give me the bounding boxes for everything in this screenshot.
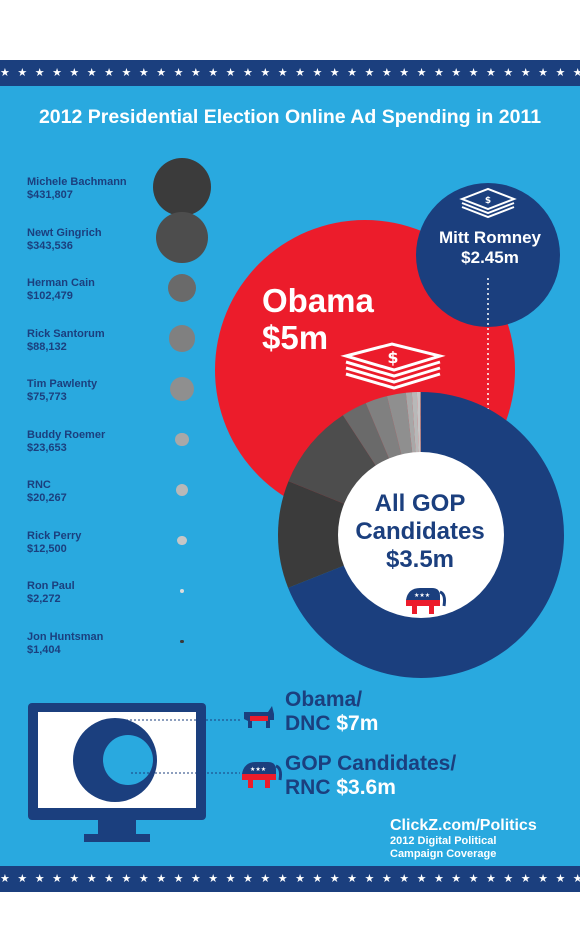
credit-line1: 2012 Digital Political <box>390 835 497 847</box>
candidate-amount: $88,132 <box>27 340 67 353</box>
stars-row: ★ ★ ★ ★ ★ ★ ★ ★ ★ ★ ★ ★ ★ ★ ★ ★ ★ ★ ★ ★ … <box>0 66 580 79</box>
monitor-icon <box>28 703 240 842</box>
elephant-icon: ★★★ <box>242 762 282 788</box>
stars-band-bottom: ★ ★ ★ ★ ★ ★ ★ ★ ★ ★ ★ ★ ★ ★ ★ ★ ★ ★ ★ ★ … <box>0 866 580 892</box>
candidate-name: Ron Paul <box>27 580 75 592</box>
candidate-bubble <box>168 325 196 352</box>
candidate-amount: $20,267 <box>27 492 67 504</box>
elephant-icon: ★★★ <box>406 588 446 614</box>
gop-rnc-total: GOP Candidates/ RNC $3.6m <box>285 752 456 800</box>
obama-dnc-line1: Obama/ <box>285 688 363 711</box>
gop-label: All GOP Candidates $3.5m <box>345 490 495 574</box>
candidate-amount: $12,500 <box>27 542 67 555</box>
credit-site: ClickZ.com/Politics <box>390 817 537 834</box>
spending-graphic: $ $ ★★★ <box>28 183 565 842</box>
money-stack-icon: $ <box>340 342 446 390</box>
gop-rnc-line1: GOP Candidates/ <box>285 752 457 775</box>
candidate-row: Jon Huntsman $1,404 <box>27 631 103 657</box>
donkey-icon <box>244 706 274 728</box>
gop-amount: $3.5m <box>385 546 455 573</box>
obama-dnc-amount: $7m <box>336 712 379 735</box>
candidate-bubble <box>179 588 185 594</box>
candidate-bubble <box>156 211 208 264</box>
obama-dnc-line2: DNC <box>285 712 331 735</box>
gop-donut-slice <box>420 392 421 535</box>
stars-row: ★ ★ ★ ★ ★ ★ ★ ★ ★ ★ ★ ★ ★ ★ ★ ★ ★ ★ ★ ★ … <box>0 872 580 885</box>
obama-amount: $5m <box>262 319 329 356</box>
candidate-bubble <box>175 483 189 497</box>
svg-text:$: $ <box>485 196 491 206</box>
candidate-name: RNC <box>27 479 51 491</box>
gop-inner-circle <box>338 452 504 618</box>
candidate-amount: $102,479 <box>27 290 73 302</box>
candidate-row: Newt Gingrich $343,536 <box>27 227 102 253</box>
svg-text:★★★: ★★★ <box>250 766 266 773</box>
candidate-name: Michele Bachmann <box>27 176 127 188</box>
candidate-amount: $431,807 <box>27 189 73 201</box>
obama-dnc-total: Obama/ DNC $7m <box>285 688 378 736</box>
gop-line2: Candidates <box>355 518 485 545</box>
candidate-row: Tim Pawlenty $75,773 <box>27 378 97 404</box>
candidate-name: Newt Gingrich <box>27 226 102 239</box>
romney-name: Mitt Romney <box>439 228 541 247</box>
candidate-name: Tim Pawlenty <box>27 378 98 390</box>
credit-line2: Campaign Coverage <box>390 848 497 860</box>
candidate-amount: $343,536 <box>27 239 73 252</box>
candidate-amount: $75,773 <box>27 391 67 403</box>
candidate-bubble <box>177 535 187 546</box>
candidate-name: Rick Santorum <box>27 327 105 340</box>
romney-amount: $2.45m <box>461 248 519 267</box>
candidate-name: Herman Cain <box>27 277 95 289</box>
candidate-amount: $23,653 <box>27 441 67 454</box>
obama-label: Obama $5m <box>262 282 374 356</box>
candidate-name: Jon Huntsman <box>27 630 104 643</box>
candidate-row: Herman Cain $102,479 <box>27 277 95 303</box>
chart-title: 2012 Presidential Election Online Ad Spe… <box>38 106 542 128</box>
money-stack-icon: $ <box>459 187 517 219</box>
candidate-row: Buddy Roemer $23,653 <box>27 429 105 455</box>
gop-rnc-circle <box>103 735 153 785</box>
candidate-bubble <box>169 376 195 402</box>
candidate-row: Rick Perry $12,500 <box>27 530 81 556</box>
candidate-row: RNC $20,267 <box>27 479 67 505</box>
svg-text:★★★: ★★★ <box>414 592 430 599</box>
gop-rnc-amount: $3.6m <box>336 776 396 799</box>
credit: ClickZ.com/Politics 2012 Digital Politic… <box>390 816 537 861</box>
svg-text:$: $ <box>387 348 398 367</box>
candidate-bubble <box>167 273 197 303</box>
candidate-name: Buddy Roemer <box>27 428 106 441</box>
candidate-name: Rick Perry <box>27 529 82 542</box>
romney-label: Mitt Romney $2.45m <box>415 228 565 268</box>
gop-rnc-line2: RNC <box>285 776 331 799</box>
candidate-row: Rick Santorum $88,132 <box>27 328 105 354</box>
candidate-bubble <box>180 639 184 644</box>
stars-band-top: ★ ★ ★ ★ ★ ★ ★ ★ ★ ★ ★ ★ ★ ★ ★ ★ ★ ★ ★ ★ … <box>0 60 580 86</box>
romney-circle <box>416 183 560 327</box>
candidate-bubble <box>175 432 189 447</box>
candidate-row: Michele Bachmann $431,807 <box>27 176 127 202</box>
candidate-amount: $1,404 <box>27 643 61 656</box>
candidate-row: Ron Paul $2,272 <box>27 580 75 606</box>
infographic: ★ ★ ★ ★ ★ ★ ★ ★ ★ ★ ★ ★ ★ ★ ★ ★ ★ ★ ★ ★ … <box>0 60 580 892</box>
candidate-amount: $2,272 <box>27 593 61 605</box>
gop-line1: All GOP <box>374 490 466 517</box>
candidate-bubble <box>153 158 211 216</box>
obama-name: Obama <box>262 282 374 319</box>
